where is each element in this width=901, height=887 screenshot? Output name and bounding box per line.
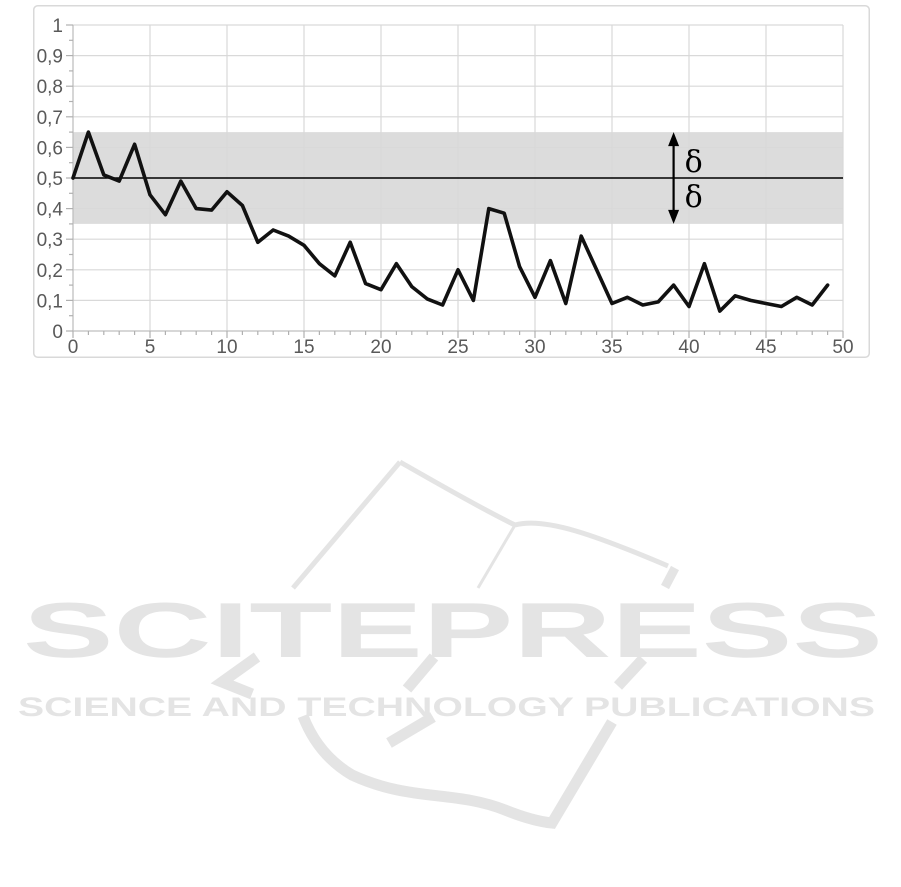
y-tick-label: 0 xyxy=(52,322,63,343)
book-ribbon-lower xyxy=(386,712,436,748)
book-page-outline-left xyxy=(291,460,402,590)
y-tick-label: 0,3 xyxy=(37,230,63,251)
delta-upper-label: δ xyxy=(685,145,703,180)
delta-arrow-head-up xyxy=(668,132,680,147)
x-tick-label: 25 xyxy=(447,337,468,358)
x-tick-label: 10 xyxy=(216,337,237,358)
y-tick-label: 0,2 xyxy=(37,261,63,282)
watermark-subtitle: SCIENCE AND TECHNOLOGY PUBLICATIONS xyxy=(18,692,875,722)
x-tick-label: 45 xyxy=(755,337,776,358)
y-tick-label: 0,7 xyxy=(37,108,63,129)
book-edge-upper-right xyxy=(613,655,648,690)
book-ribbon-upper xyxy=(402,653,439,693)
x-tick-label: 0 xyxy=(68,337,79,358)
book-cover-bottom xyxy=(297,713,617,829)
watermark-canvas: SCITEPRESS SCIENCE AND TECHNOLOGY PUBLIC… xyxy=(18,459,883,829)
x-tick-label: 40 xyxy=(678,337,699,358)
y-tick-label: 0,8 xyxy=(37,77,63,98)
x-tick-label: 20 xyxy=(370,337,391,358)
x-tick-label: 15 xyxy=(293,337,314,358)
book-page-nib xyxy=(661,565,679,590)
x-tick-label: 50 xyxy=(832,337,853,358)
y-tick-label: 0,6 xyxy=(37,138,63,159)
x-tick-label: 35 xyxy=(601,337,622,358)
book-page-top-edge xyxy=(514,520,669,569)
delta-arrow-head-down xyxy=(668,209,680,224)
delta-lower-label: δ xyxy=(685,180,703,215)
x-tick-label: 5 xyxy=(145,337,156,358)
data-line xyxy=(71,130,830,313)
book-corner-left xyxy=(210,652,261,700)
y-tick-label: 0,1 xyxy=(37,291,63,312)
y-tick-label: 0,5 xyxy=(37,169,63,190)
line-chart: 0 0,1 0,2 0,3 0,4 0,5 0,6 0,7 0,8 0,9 1 0 5 10 15 20 25 3… xyxy=(33,5,870,358)
book-page-fold xyxy=(476,524,517,589)
y-tick-label: 0,9 xyxy=(37,47,63,68)
watermark-title: SCITEPRESS xyxy=(23,586,883,674)
chart-canvas: 00,10,20,30,40,50,60,70,80,910 5 10 15 20 25 3… xyxy=(33,5,870,358)
book-page-outline-right xyxy=(398,459,517,528)
scitepress-watermark: SCITEPRESS SCIENCE AND TECHNOLOGY PUBLIC… xyxy=(0,430,901,860)
y-tick-label: 0,4 xyxy=(37,200,64,221)
x-tick-label: 30 xyxy=(524,337,545,358)
y-tick-label: 1 xyxy=(52,16,63,37)
